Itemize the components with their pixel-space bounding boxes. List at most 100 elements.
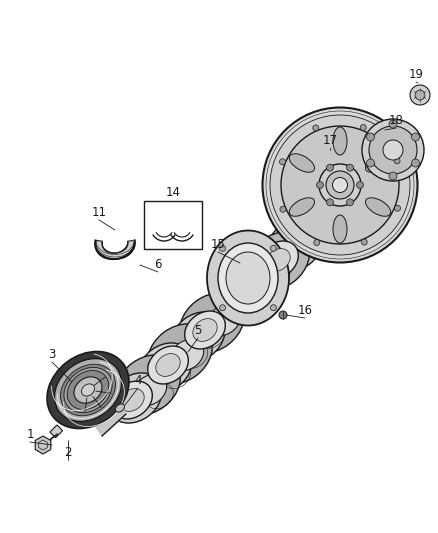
Text: 16: 16 [297,303,312,317]
Bar [144,201,202,249]
Circle shape [412,159,420,167]
Text: 6: 6 [154,257,162,271]
Ellipse shape [333,127,347,155]
Ellipse shape [64,367,112,413]
Circle shape [360,125,366,131]
Ellipse shape [213,263,277,323]
Circle shape [313,125,319,131]
Text: 14: 14 [166,185,180,198]
Ellipse shape [133,374,167,406]
Ellipse shape [258,241,298,279]
Text: 11: 11 [92,206,106,219]
Text: 2: 2 [64,446,72,458]
Ellipse shape [102,233,128,253]
Circle shape [367,133,374,141]
Circle shape [410,85,430,105]
Circle shape [270,245,276,251]
Polygon shape [94,402,126,436]
Circle shape [357,182,364,189]
Ellipse shape [95,227,135,259]
Ellipse shape [262,108,417,262]
Ellipse shape [365,198,391,216]
Ellipse shape [167,324,213,366]
Text: 1: 1 [26,427,34,440]
Circle shape [412,133,420,141]
Circle shape [219,245,226,251]
Text: 5: 5 [194,324,201,336]
Ellipse shape [148,346,188,384]
Ellipse shape [81,384,95,396]
Ellipse shape [333,215,347,243]
Circle shape [415,90,425,100]
Ellipse shape [54,359,121,422]
Ellipse shape [60,364,116,416]
Text: 3: 3 [48,348,56,360]
Circle shape [326,199,333,206]
Ellipse shape [138,343,192,393]
Polygon shape [35,436,51,454]
Ellipse shape [369,126,417,174]
Wedge shape [90,218,140,243]
Ellipse shape [116,355,180,415]
Text: 19: 19 [409,68,424,80]
Circle shape [270,305,276,311]
Wedge shape [99,227,131,243]
Circle shape [361,239,367,245]
Ellipse shape [47,351,129,429]
Ellipse shape [266,218,324,272]
Circle shape [279,311,287,319]
Text: 18: 18 [389,114,403,126]
Text: 15: 15 [211,238,226,251]
Ellipse shape [266,248,290,271]
Circle shape [346,199,353,206]
Ellipse shape [247,232,309,290]
Circle shape [279,159,286,165]
Text: 4: 4 [134,374,142,386]
Ellipse shape [156,353,180,376]
Circle shape [389,120,397,128]
Ellipse shape [207,304,240,336]
Circle shape [219,305,226,311]
Ellipse shape [203,281,257,331]
Ellipse shape [74,377,102,403]
Ellipse shape [332,177,347,192]
Ellipse shape [170,340,204,370]
Circle shape [314,239,320,246]
Text: 17: 17 [322,133,338,147]
Ellipse shape [221,276,261,314]
Ellipse shape [326,171,354,199]
Ellipse shape [112,381,152,419]
Ellipse shape [244,270,277,301]
Ellipse shape [116,404,124,412]
Ellipse shape [218,243,278,313]
Ellipse shape [193,319,217,341]
Ellipse shape [199,293,245,335]
Circle shape [367,159,374,167]
Ellipse shape [120,389,144,411]
Ellipse shape [281,126,399,244]
Ellipse shape [67,370,109,409]
Ellipse shape [232,262,278,304]
Ellipse shape [148,324,212,384]
Circle shape [317,182,324,189]
Ellipse shape [226,252,270,304]
Ellipse shape [362,119,424,181]
Ellipse shape [134,354,180,398]
Ellipse shape [171,312,225,362]
Ellipse shape [289,154,314,172]
Ellipse shape [319,164,361,206]
Ellipse shape [185,311,225,349]
Ellipse shape [236,250,290,300]
Circle shape [389,172,397,180]
Ellipse shape [365,154,391,172]
Ellipse shape [207,230,289,326]
Ellipse shape [383,140,403,160]
Circle shape [280,206,286,212]
Ellipse shape [289,198,314,216]
Ellipse shape [229,284,253,306]
Circle shape [394,158,400,164]
Circle shape [346,164,353,171]
Circle shape [395,205,400,211]
Circle shape [326,164,333,171]
Ellipse shape [180,293,244,353]
